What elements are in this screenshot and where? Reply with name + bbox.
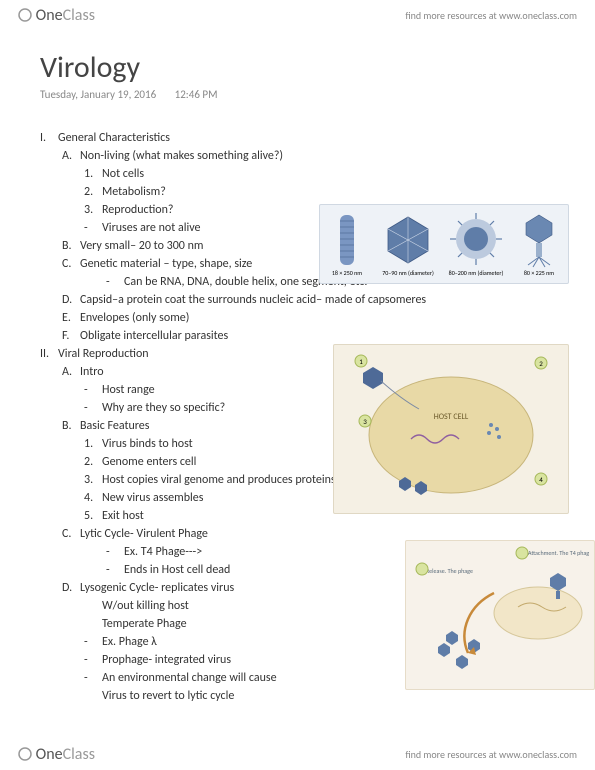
outline-text: W/out killing host bbox=[102, 599, 189, 613]
outline-item: D.Capsid–a protein coat the surrounds nu… bbox=[62, 291, 555, 309]
outline-text: Viral Reproduction bbox=[58, 347, 149, 361]
footer-link[interactable]: find more resources at www.oneclass.com bbox=[405, 748, 577, 761]
page-footer: OneClass find more resources at www.onec… bbox=[0, 739, 595, 770]
brand-first: One bbox=[36, 6, 63, 25]
outline-marker: - bbox=[84, 651, 102, 669]
outline-text: Genetic material – type, shape, size bbox=[80, 257, 252, 271]
outline-text: Ends in Host cell dead bbox=[124, 563, 230, 577]
outline-item: I.General Characteristics bbox=[40, 129, 555, 147]
outline-text: Metabolism? bbox=[102, 185, 166, 199]
outline-item: E.Envelopes (only some) bbox=[62, 309, 555, 327]
svg-text:80–200 nm (diameter): 80–200 nm (diameter) bbox=[449, 269, 504, 277]
outline-text: An environmental change will cause bbox=[102, 671, 277, 685]
outline-text: Obligate intercellular parasites bbox=[80, 329, 228, 343]
outline-item: F.Obligate intercellular parasites bbox=[62, 327, 555, 345]
svg-text:1: 1 bbox=[359, 357, 363, 366]
outline-marker: - bbox=[84, 381, 102, 399]
outline-text: General Characteristics bbox=[58, 131, 170, 145]
outline-text: Exit host bbox=[102, 509, 144, 523]
outline-text: Basic Features bbox=[80, 419, 149, 433]
figure-phage-cycle: Attachment. The T4 phag Release. The pha… bbox=[405, 540, 595, 690]
outline-marker: D. bbox=[62, 579, 80, 597]
page-time: 12:46 PM bbox=[175, 88, 218, 101]
outline-marker: - bbox=[84, 219, 102, 237]
outline-marker: B. bbox=[62, 417, 80, 435]
outline-item: 2.Metabolism? bbox=[84, 183, 555, 201]
outline-marker: 5. bbox=[84, 507, 102, 525]
outline-text: Prophage- integrated virus bbox=[102, 653, 231, 667]
outline-marker: II. bbox=[40, 345, 58, 363]
outline-marker: 1. bbox=[84, 435, 102, 453]
outline-text: Intro bbox=[80, 365, 104, 379]
outline-text: Host copies viral genome and produces pr… bbox=[102, 473, 336, 487]
page-date: Tuesday, January 19, 2016 bbox=[40, 88, 156, 101]
outline-marker: C. bbox=[62, 525, 80, 543]
outline-marker: D. bbox=[62, 291, 80, 309]
svg-text:80 × 225 nm: 80 × 225 nm bbox=[524, 269, 554, 277]
virus-envelope-icon: 80–200 nm (diameter) bbox=[446, 211, 506, 277]
outline-text: Why are they so specific? bbox=[102, 401, 225, 415]
outline-marker: F. bbox=[62, 327, 80, 345]
outline-text: Genome enters cell bbox=[102, 455, 196, 469]
outline-text: Ex. T4 Phage---> bbox=[124, 545, 202, 559]
outline-marker: A. bbox=[62, 363, 80, 381]
svg-text:Release. The phage: Release. The phage bbox=[426, 567, 473, 575]
outline-marker: E. bbox=[62, 309, 80, 327]
outline-marker: 2. bbox=[84, 453, 102, 471]
svg-text:70–90 nm (diameter): 70–90 nm (diameter) bbox=[382, 269, 434, 277]
svg-text:4: 4 bbox=[539, 475, 543, 484]
outline-text: Non-living (what makes something alive?) bbox=[80, 149, 283, 163]
outline-text: Capsid–a protein coat the surrounds nucl… bbox=[80, 293, 426, 307]
figure-virus-shapes: 18 × 250 nm 70–90 nm (diameter) 80–200 n… bbox=[319, 204, 569, 284]
outline-item: A.Non-living (what makes something alive… bbox=[62, 147, 555, 165]
outline-item: 1.Not cells bbox=[84, 165, 555, 183]
outline-marker: 3. bbox=[84, 201, 102, 219]
outline-text: Very small– 20 to 300 nm bbox=[80, 239, 203, 253]
page-meta: Tuesday, January 19, 2016 12:46 PM bbox=[40, 88, 555, 101]
outline-text: Virus binds to host bbox=[102, 437, 193, 451]
outline-marker: B. bbox=[62, 237, 80, 255]
svg-text:2: 2 bbox=[539, 359, 543, 368]
outline-text: Lysogenic Cycle- replicates virus bbox=[80, 581, 234, 595]
page-header: OneClass find more resources at www.onec… bbox=[0, 0, 595, 31]
svg-text:HOST CELL: HOST CELL bbox=[434, 412, 469, 422]
outline-text: Ex. Phage λ bbox=[102, 635, 157, 649]
outline-marker: 3. bbox=[84, 471, 102, 489]
outline-text: Not cells bbox=[102, 167, 144, 181]
svg-text:18 × 250 nm: 18 × 250 nm bbox=[332, 269, 362, 277]
virus-rod-icon: 18 × 250 nm bbox=[324, 211, 370, 277]
figure-host-cell: HOST CELL 1 2 3 4 bbox=[333, 344, 569, 514]
outline-marker: I. bbox=[40, 129, 58, 147]
outline-text: Envelopes (only some) bbox=[80, 311, 189, 325]
outline-marker: - bbox=[106, 543, 124, 561]
svg-text:Attachment. The T4 phag: Attachment. The T4 phag bbox=[528, 549, 589, 557]
outline-marker: - bbox=[84, 669, 102, 687]
outline-text: Temperate Phage bbox=[102, 617, 187, 631]
svg-text:3: 3 bbox=[363, 417, 367, 426]
outline-text: Virus to revert to lytic cycle bbox=[102, 689, 234, 703]
outline-text: New virus assembles bbox=[102, 491, 203, 505]
outline-text: Reproduction? bbox=[102, 203, 173, 217]
header-link[interactable]: find more resources at www.oneclass.com bbox=[405, 9, 577, 22]
outline-marker: C. bbox=[62, 255, 80, 273]
virus-phage-icon: 80 × 225 nm bbox=[514, 211, 564, 277]
outline-marker: 4. bbox=[84, 489, 102, 507]
outline-text: Viruses are not alive bbox=[102, 221, 200, 235]
brand-logo: OneClass bbox=[18, 6, 95, 25]
outline-marker: 1. bbox=[84, 165, 102, 183]
virus-icosahedral-icon: 70–90 nm (diameter) bbox=[378, 211, 438, 277]
outline-marker: - bbox=[106, 273, 124, 291]
page-title: Virology bbox=[40, 49, 555, 86]
brand-logo-footer: OneClass bbox=[18, 745, 95, 764]
outline-text: Lytic Cycle- Virulent Phage bbox=[80, 527, 208, 541]
outline-marker: - bbox=[106, 561, 124, 579]
brand-second: Class bbox=[63, 6, 95, 25]
outline-marker: A. bbox=[62, 147, 80, 165]
outline-marker: 2. bbox=[84, 183, 102, 201]
outline-marker: - bbox=[84, 399, 102, 417]
outline-text: Host range bbox=[102, 383, 155, 397]
outline-marker: - bbox=[84, 633, 102, 651]
